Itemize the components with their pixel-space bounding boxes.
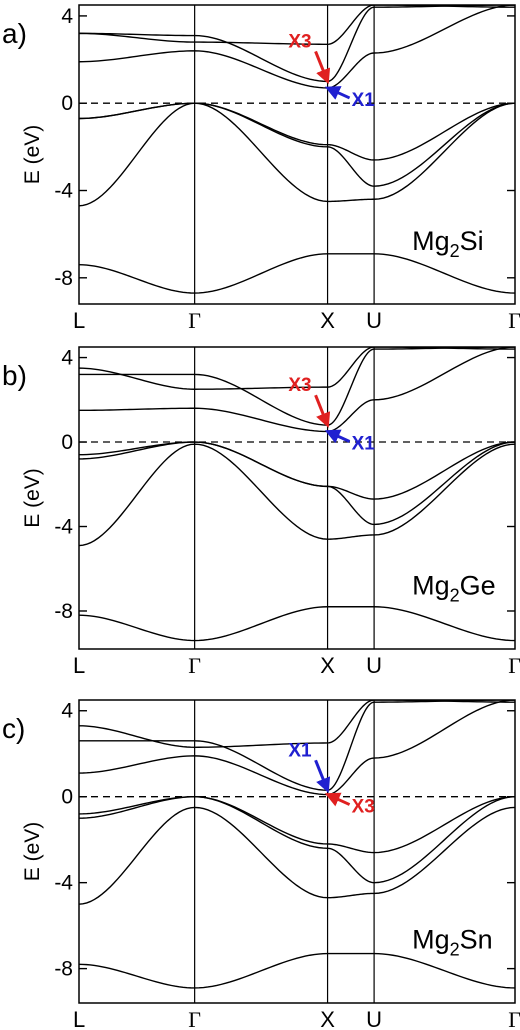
band-line-7 [79, 5, 515, 45]
kpoint-label-1: Γ [188, 1007, 201, 1030]
ytick-label: -8 [54, 600, 73, 623]
band-line-1 [79, 253, 515, 294]
compound-tail: Si [460, 226, 484, 256]
annotation-arrow-X3 [324, 792, 351, 807]
kpoint-label-2: X [320, 1007, 335, 1030]
band-line-4 [79, 441, 515, 500]
compound-tail: Ge [460, 571, 496, 601]
annotation-label-X1: X1 [352, 90, 376, 111]
ytick-label: -8 [54, 267, 73, 290]
band-line-3 [79, 441, 515, 526]
compound-subscript: 2 [450, 241, 460, 261]
band-panel-1: 4 0 -4 -8 E (eV) a) L Γ X U Γ Mg2Si X3 X1 [2, 4, 520, 333]
plot-frame [78, 4, 516, 305]
annotation-label-X3: X3 [352, 797, 375, 818]
compound-tail: Sn [460, 924, 493, 954]
plot-frame [78, 346, 516, 650]
annotation-label-X1: X1 [288, 740, 312, 761]
ytick-label: -4 [54, 516, 73, 539]
band-line-2 [79, 443, 515, 547]
ytick-label: 0 [61, 92, 73, 115]
kpoint-label-0: L [73, 653, 85, 678]
band-line-7 [79, 700, 515, 748]
kpoint-label-4: Γ [508, 308, 520, 333]
compound-base: Mg [412, 571, 450, 601]
band-line-1 [79, 606, 515, 642]
annotation-arrow-X1 [324, 86, 351, 100]
ytick-label: -4 [54, 872, 73, 895]
compound-label: Mg2Sn [412, 924, 493, 959]
panel-label: a) [2, 18, 27, 49]
kpoint-label-3: U [366, 653, 382, 678]
plot-frame [78, 699, 516, 1004]
band-line-7 [79, 347, 515, 390]
band-line-4 [79, 102, 515, 161]
panel-label: c) [2, 713, 25, 744]
compound-label: Mg2Si [412, 226, 484, 261]
kpoint-label-4: Γ [508, 653, 520, 678]
panel-label: b) [2, 360, 27, 391]
compound-subscript: 2 [450, 939, 460, 959]
ytick-label: -8 [54, 958, 73, 981]
compound-label: Mg2Ge [412, 571, 496, 606]
band-panel-2: 4 0 -4 -8 E (eV) b) L Γ X U Γ Mg2Ge X3 X1 [2, 346, 520, 678]
ytick-label: 0 [61, 431, 73, 454]
kpoint-label-1: Γ [188, 308, 201, 333]
ytick-label: 4 [61, 700, 73, 723]
annotation-label-X3: X3 [288, 375, 311, 396]
band-line-2 [79, 806, 515, 905]
annotation-arrow-X3 [314, 50, 331, 85]
kpoint-label-0: L [73, 308, 85, 333]
band-line-4 [79, 795, 515, 854]
compound-base: Mg [412, 226, 450, 256]
annotation-arrow-X3 [314, 394, 331, 428]
ytick-label: -4 [54, 180, 73, 203]
band-line-2 [79, 102, 515, 207]
y-axis-label: E (eV) [21, 822, 44, 882]
ytick-label: 4 [61, 5, 73, 28]
band-line-3 [79, 795, 515, 884]
kpoint-label-0: L [73, 1007, 85, 1030]
kpoint-label-1: Γ [188, 653, 201, 678]
ytick-label: 4 [61, 347, 73, 370]
y-axis-label: E (eV) [21, 468, 44, 528]
annotation-label-X1: X1 [352, 433, 376, 454]
kpoint-label-3: U [366, 1007, 382, 1030]
kpoint-label-3: U [366, 308, 382, 333]
band-panel-3: 4 0 -4 -8 E (eV) c) L Γ X U Γ Mg2Sn X1 X3 [2, 699, 520, 1030]
band-line-1 [79, 952, 515, 989]
kpoint-label-4: Γ [508, 1007, 520, 1030]
compound-base: Mg [412, 924, 450, 954]
kpoint-label-2: X [320, 653, 335, 678]
annotation-label-X3: X3 [288, 31, 311, 52]
compound-subscript: 2 [450, 586, 460, 606]
kpoint-label-2: X [320, 308, 335, 333]
ytick-label: 0 [61, 786, 73, 809]
annotation-arrow-X1 [324, 429, 351, 444]
y-axis-label: E (eV) [21, 125, 44, 185]
annotation-arrow-X1 [314, 759, 331, 794]
